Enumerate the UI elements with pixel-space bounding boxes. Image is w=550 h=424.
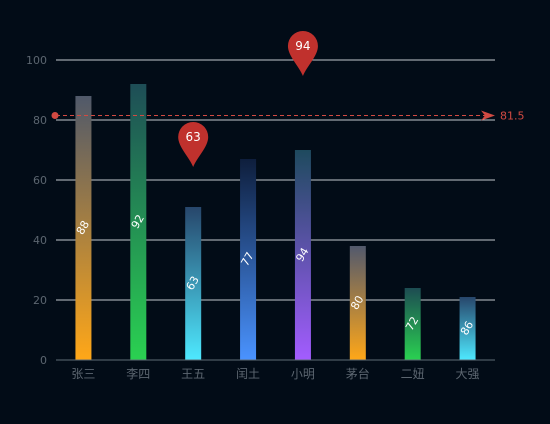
x-tick-label: 王五 [181, 367, 205, 381]
mark-point-label: 63 [186, 130, 201, 144]
axis-layer: 0 20 40 60 80 100 张三 李四 王五 闰土 小明 茅台 二妞 大强 [26, 54, 495, 381]
mark-point-pin [287, 31, 318, 77]
mark-line-arrow [481, 110, 495, 121]
bar-value-label: 80 [348, 293, 366, 312]
bar [459, 297, 476, 360]
x-tick-label: 二妞 [401, 367, 425, 381]
y-tick-label: 100 [26, 54, 47, 67]
y-tick-label: 20 [33, 294, 47, 307]
mark-point-label: 94 [295, 39, 310, 53]
x-tick-label: 小明 [291, 367, 315, 381]
bar [404, 288, 421, 360]
bar [130, 84, 147, 360]
x-tick-label: 张三 [71, 367, 95, 381]
mark-point-pin [178, 122, 209, 167]
bar [240, 159, 257, 360]
x-tick-label: 闰土 [236, 367, 260, 381]
bar [294, 150, 311, 360]
y-tick-label: 0 [40, 354, 47, 367]
mark-line-label: 81.5 [500, 110, 525, 123]
x-tick-label: 大强 [456, 367, 480, 381]
x-tick-label: 茅台 [346, 366, 370, 381]
bar [185, 207, 202, 360]
bar-value-label: 94 [293, 245, 311, 264]
y-tick-label: 60 [33, 174, 47, 187]
bar [75, 96, 92, 360]
grid-layer [56, 59, 495, 301]
y-tick-label: 40 [33, 234, 47, 247]
y-tick-label: 80 [33, 114, 47, 127]
bars-layer: 88 92 63 77 94 80 72 86 [74, 84, 476, 360]
bar-value-label: 63 [184, 274, 202, 293]
bar-value-label: 92 [129, 212, 147, 231]
bar-value-label: 88 [74, 218, 92, 237]
bar [349, 246, 366, 360]
mark-line-start-dot [51, 112, 59, 119]
bar-value-label: 77 [239, 250, 257, 269]
bar-value-label: 86 [458, 319, 476, 338]
bar-value-label: 72 [403, 314, 421, 333]
mark-point-layer: 63 94 [178, 31, 318, 167]
x-tick-label: 李四 [126, 366, 150, 381]
mark-line-layer: 81.5 [51, 110, 525, 123]
